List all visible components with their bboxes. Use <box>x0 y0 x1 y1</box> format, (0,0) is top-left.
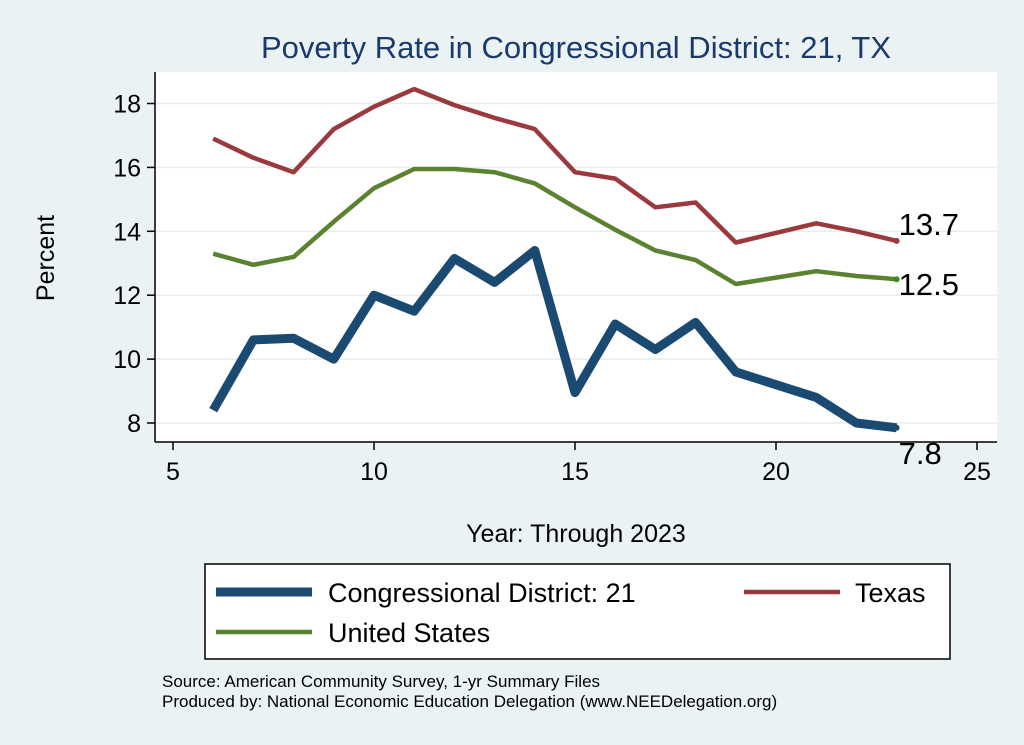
series-end-point <box>893 424 900 431</box>
produced-note: Produced by: National Economic Education… <box>162 692 777 711</box>
y-tick-label: 16 <box>113 154 141 182</box>
end-label-district: 7.8 <box>899 436 942 471</box>
y-axis-label: Percent <box>32 215 60 301</box>
legend-label-texas: Texas <box>855 578 926 608</box>
series-end-point <box>893 276 900 283</box>
x-tick-label: 10 <box>360 458 388 486</box>
legend-label-us: United States <box>328 618 490 648</box>
legend: Congressional District: 21 Texas United … <box>204 563 951 660</box>
y-tick-label: 8 <box>127 410 141 438</box>
series-lines <box>209 86 900 433</box>
end-label-texas: 13.7 <box>899 207 959 242</box>
y-axis-ticks: 8 10 12 14 16 18 <box>113 91 155 438</box>
y-tick-label: 14 <box>113 218 141 246</box>
series-line-us <box>212 166 897 287</box>
series-line-texas <box>212 86 898 245</box>
end-label-us: 12.5 <box>899 267 959 302</box>
legend-label-district: Congressional District: 21 <box>328 578 636 608</box>
x-tick-label: 20 <box>762 458 790 486</box>
x-tick-label: 15 <box>561 458 589 486</box>
y-tick-label: 12 <box>113 282 141 310</box>
y-tick-label: 10 <box>113 346 141 374</box>
chart-title: Poverty Rate in Congressional District: … <box>261 30 891 65</box>
x-axis-ticks: 5 10 15 20 25 <box>166 442 991 486</box>
y-tick-label: 18 <box>113 91 141 119</box>
series-end-point <box>893 237 900 244</box>
x-tick-label: 5 <box>166 458 180 486</box>
gridlines <box>155 102 997 424</box>
x-tick-label: 25 <box>963 458 991 486</box>
x-axis-label: Year: Through 2023 <box>466 520 686 548</box>
series-line-district <box>209 246 898 433</box>
end-labels: 7.8 13.7 12.5 <box>899 207 959 471</box>
legend-box <box>204 563 951 660</box>
source-note: Source: American Community Survey, 1-yr … <box>162 672 600 691</box>
